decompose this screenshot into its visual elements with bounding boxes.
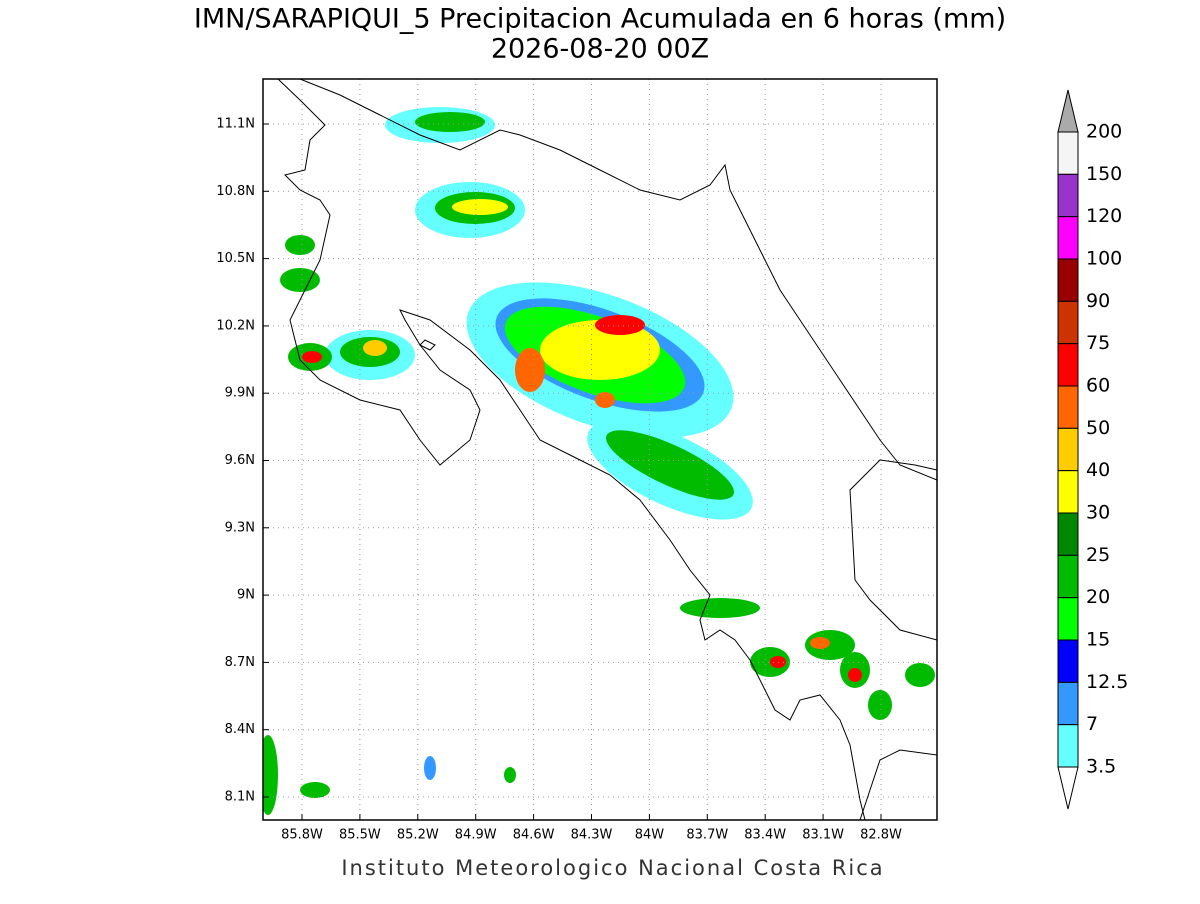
- map-frame: [262, 78, 938, 821]
- lon-label: 84W: [635, 828, 665, 843]
- colorbar-box: [1057, 216, 1079, 260]
- colorbar-label: 150: [1086, 163, 1122, 185]
- colorbar-label: 25: [1086, 544, 1110, 566]
- colorbar-label: 100: [1086, 248, 1122, 270]
- title: IMN/SARAPIQUI_5 Precipitacion Acumulada …: [194, 4, 1006, 35]
- map: 85.8W 85.5W 85.2W 84.9W 84.6W 84.3W 84W 83.7W 83…: [216, 78, 938, 843]
- colorbar-box: [1057, 343, 1079, 387]
- precip-field: [263, 107, 935, 815]
- lat-label: 9.9N: [225, 386, 255, 401]
- lat-label: 8.1N: [225, 790, 255, 805]
- colorbar-label: 40: [1086, 459, 1110, 481]
- lon-label: 83.7W: [686, 828, 728, 843]
- lat-label: 9N: [237, 588, 255, 603]
- colorbar-box: [1057, 470, 1079, 514]
- colorbar-box: [1057, 300, 1079, 345]
- colorbar-box: [1057, 173, 1079, 218]
- lat-label: 11.1N: [216, 117, 255, 132]
- lon-label: 84.6W: [513, 828, 555, 843]
- colorbar-box: [1057, 258, 1079, 302]
- lon-label: 85.8W: [281, 828, 323, 843]
- lat-label: 8.7N: [225, 655, 255, 670]
- lat-label: 8.4N: [225, 722, 255, 737]
- lat-label: 9.6N: [225, 453, 255, 468]
- lon-label: 83.1W: [802, 828, 844, 843]
- colorbar-box: [1057, 724, 1079, 768]
- lon-label: 82.8W: [860, 828, 902, 843]
- colorbar-label: 90: [1086, 290, 1110, 312]
- lat-label: 10.2N: [216, 318, 255, 333]
- colorbar-under: [1057, 766, 1079, 810]
- footer: Instituto Meteorologico Nacional Costa R…: [341, 856, 884, 880]
- colorbar-box: [1057, 427, 1079, 472]
- lon-label: 83.4W: [744, 828, 786, 843]
- colorbar-label: 30: [1086, 502, 1110, 524]
- colorbar: 200 150 120 100 90 75 60 50 40 30 25 20 15 12.5 7 3.5: [1057, 89, 1128, 810]
- lon-label: 85.2W: [397, 828, 439, 843]
- colorbar-box: [1057, 681, 1079, 726]
- colorbar-label: 50: [1086, 417, 1110, 439]
- coastlines: [277, 79, 937, 820]
- colorbar-label: 60: [1086, 375, 1110, 397]
- colorbar-label: 7: [1086, 713, 1098, 735]
- colorbar-box: [1057, 512, 1079, 556]
- colorbar-box: [1057, 131, 1079, 175]
- lat-label: 10.5N: [216, 251, 255, 266]
- colorbar-box: [1057, 385, 1079, 429]
- subtitle: 2026-08-20 00Z: [491, 34, 709, 65]
- colorbar-label: 75: [1086, 332, 1110, 354]
- colorbar-box: [1057, 639, 1079, 683]
- colorbar-box: [1057, 597, 1079, 641]
- lat-label: 9.3N: [225, 520, 255, 535]
- colorbar-label: 3.5: [1086, 756, 1116, 778]
- colorbar-box: [1057, 554, 1079, 599]
- colorbar-label: 120: [1086, 205, 1122, 227]
- lon-label: 84.9W: [455, 828, 497, 843]
- colorbar-label: 200: [1086, 121, 1122, 143]
- lon-label: 84.3W: [571, 828, 613, 843]
- colorbar-over: [1057, 89, 1079, 133]
- colorbar-label: 12.5: [1086, 671, 1128, 693]
- lat-label: 10.8N: [216, 184, 255, 199]
- colorbar-label: 15: [1086, 629, 1110, 651]
- colorbar-label: 20: [1086, 586, 1110, 608]
- grid: 85.8W 85.5W 85.2W 84.9W 84.6W 84.3W 84W 83.7W 83…: [216, 79, 937, 843]
- lon-label: 85.5W: [339, 828, 381, 843]
